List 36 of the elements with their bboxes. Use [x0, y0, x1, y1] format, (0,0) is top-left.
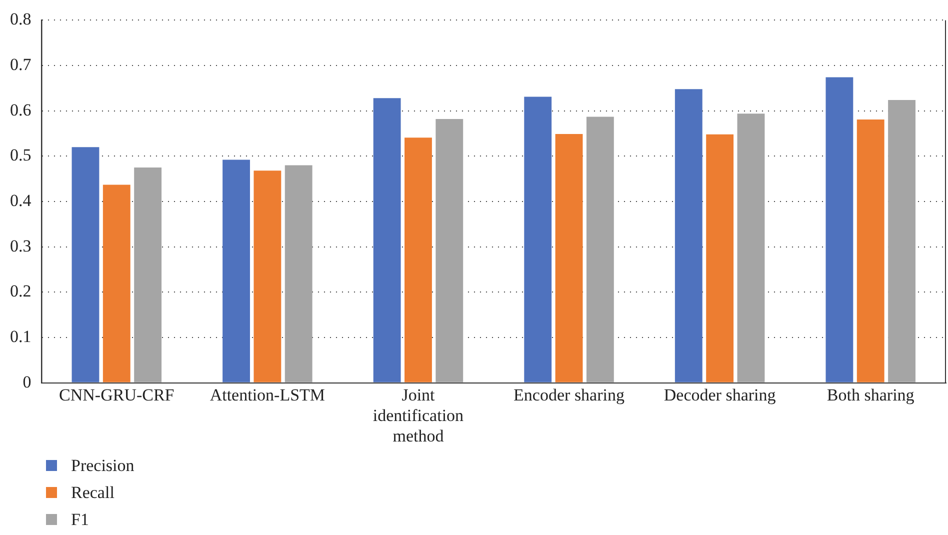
y-tick-label: 0.8 [10, 10, 32, 29]
x-tick-label: CNN-GRU-CRF [59, 385, 174, 404]
y-tick-label: 0.3 [10, 236, 32, 256]
bar [373, 98, 401, 382]
legend-label: F1 [71, 510, 89, 530]
bar [404, 138, 432, 382]
y-tick-label: 0.5 [10, 146, 32, 165]
bar [737, 114, 765, 382]
bar [674, 89, 702, 382]
bar [72, 147, 100, 382]
bar [436, 119, 464, 382]
bar [856, 119, 884, 382]
bar [524, 96, 552, 382]
bar [254, 170, 282, 382]
bar [826, 77, 854, 382]
x-tick-label: Decoder sharing [664, 385, 776, 404]
x-tick-label: Joint identification method [372, 385, 464, 446]
x-tick-label: Attention-LSTM [210, 385, 326, 404]
y-tick-label: 0.4 [10, 190, 32, 210]
legend-label: Precision [71, 456, 134, 476]
x-tick-label: Both sharing [826, 385, 915, 404]
legend-label: Recall [71, 482, 114, 502]
y-tick-label: 0.1 [10, 326, 32, 346]
y-tick-label: 0.2 [10, 282, 32, 301]
bar [102, 184, 130, 382]
y-tick-label: 0 [22, 372, 32, 392]
y-tick-label: 0.6 [10, 100, 32, 120]
bar [134, 168, 162, 382]
bar [586, 116, 614, 382]
bar [888, 100, 916, 382]
bar [555, 134, 583, 382]
x-tick-label: Encoder sharing [514, 385, 625, 404]
bar [284, 165, 312, 382]
bar [706, 134, 734, 382]
y-tick-label: 0.7 [10, 54, 32, 74]
bar [222, 160, 250, 382]
